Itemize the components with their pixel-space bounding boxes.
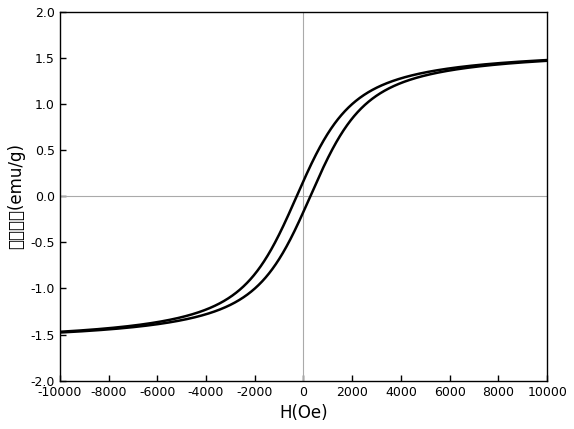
X-axis label: H(Oe): H(Oe) bbox=[279, 404, 328, 422]
Y-axis label: 磁化强度(emu/g): 磁化强度(emu/g) bbox=[7, 143, 25, 249]
